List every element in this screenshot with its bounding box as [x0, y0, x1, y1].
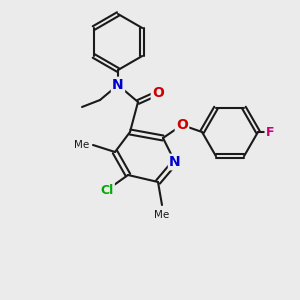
- Text: O: O: [176, 118, 188, 132]
- Text: N: N: [112, 78, 124, 92]
- Text: Cl: Cl: [100, 184, 114, 196]
- Text: O: O: [152, 86, 164, 100]
- Text: Me: Me: [154, 210, 169, 220]
- Text: F: F: [266, 125, 274, 139]
- Text: N: N: [169, 155, 181, 169]
- Text: Me: Me: [74, 140, 89, 150]
